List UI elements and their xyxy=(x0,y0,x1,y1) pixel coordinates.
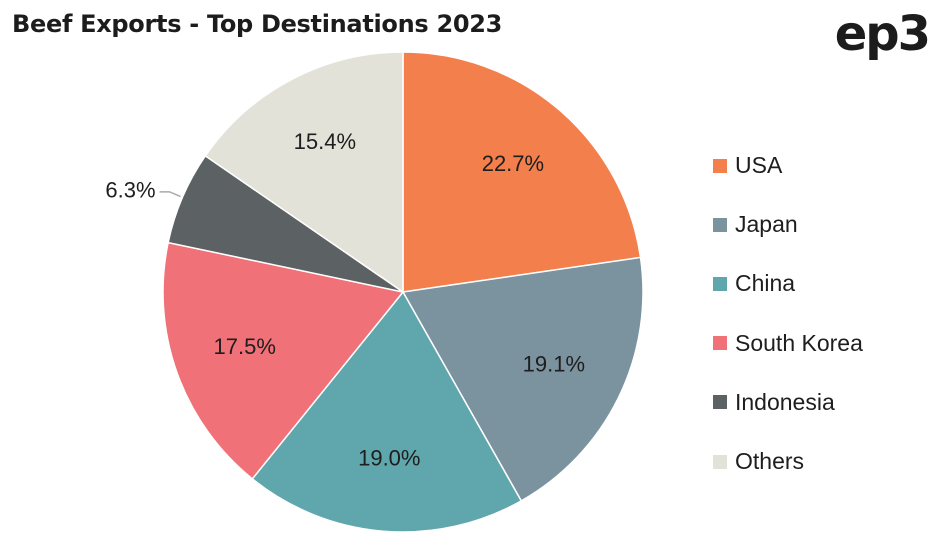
pie-slice-others xyxy=(204,51,404,294)
chart-title: Beef Exports - Top Destinations 2023 xyxy=(12,10,503,38)
pie-slice-china xyxy=(251,290,523,533)
legend-item-japan: Japan xyxy=(713,195,863,254)
legend-item-indonesia: Indonesia xyxy=(713,373,863,432)
legend-label-others: Others xyxy=(735,448,805,475)
legend-item-china: China xyxy=(713,254,863,313)
pie-slice-south-korea xyxy=(162,241,405,480)
legend-label-japan: Japan xyxy=(735,211,798,238)
legend-swatch-others xyxy=(713,454,727,469)
legend-swatch-indonesia xyxy=(713,395,727,410)
legend-item-usa: USA xyxy=(713,136,863,195)
data-label-japan: 19.1% xyxy=(523,352,585,377)
brand-logo: ep3 xyxy=(834,6,931,62)
pie-chart: 22.7% 19.1% 19.0% 17.5% 6.3% 15.4% xyxy=(105,51,644,533)
legend-label-china: China xyxy=(735,270,796,297)
legend-swatch-usa xyxy=(713,158,727,173)
data-label-others: 15.4% xyxy=(294,129,356,154)
legend-swatch-south-korea xyxy=(713,336,727,351)
legend-item-others: Others xyxy=(713,432,863,491)
legend-label-south-korea: South Korea xyxy=(735,329,863,356)
pie-slice-usa xyxy=(402,51,642,293)
legend-item-south-korea: South Korea xyxy=(713,314,863,373)
legend-label-indonesia: Indonesia xyxy=(735,388,835,415)
leader-line-indonesia xyxy=(159,191,181,198)
pie-slice-japan xyxy=(401,256,644,502)
legend-swatch-china xyxy=(713,276,727,291)
legend-swatch-japan xyxy=(713,217,727,232)
chart-legend: USA Japan China South Korea Indonesia Others xyxy=(713,136,863,491)
data-label-usa: 22.7% xyxy=(482,151,544,176)
data-label-south-korea: 17.5% xyxy=(214,334,276,359)
data-label-indonesia: 6.3% xyxy=(105,178,155,203)
data-label-china: 19.0% xyxy=(358,445,420,470)
legend-label-usa: USA xyxy=(735,152,783,179)
